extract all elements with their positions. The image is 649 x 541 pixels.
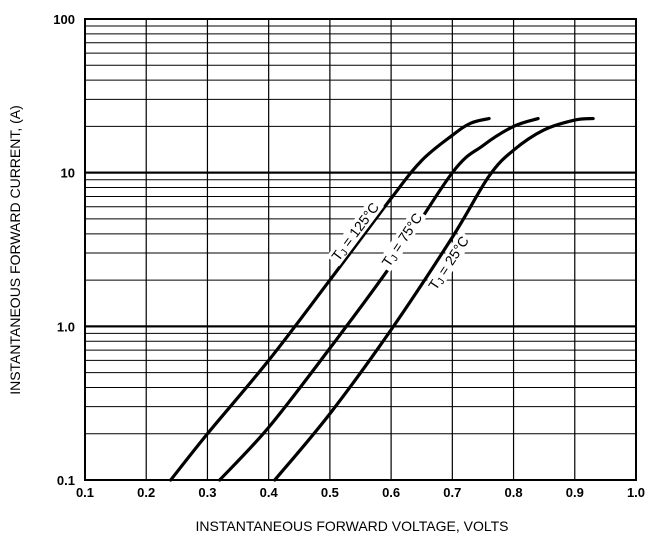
x-tick-label: 0.2 <box>137 485 155 500</box>
minor-gridlines <box>84 19 637 480</box>
series-curve-3 <box>273 116 595 482</box>
y-tick-label: 100 <box>53 12 75 27</box>
label-subscript: J <box>436 276 448 286</box>
x-tick-label: 0.3 <box>198 485 216 500</box>
series-labels: TJ = 125°CTJ = 75°CTJ = 25°C <box>326 196 474 296</box>
series-label-background <box>376 207 428 273</box>
x-tick-label: 0.1 <box>76 485 94 500</box>
x-tick-label: 0.8 <box>505 485 523 500</box>
series-label-background <box>326 196 384 267</box>
y-tick-labels: 0.1 1.0 10 100 <box>53 12 75 488</box>
series-label-background <box>423 230 474 296</box>
label-subscript: J <box>339 248 351 259</box>
x-axis-title: INSTANTANEOUS FORWARD VOLTAGE, VOLTS <box>196 518 509 534</box>
x-tick-label: 0.6 <box>382 485 400 500</box>
series-label-text: TJ = 125°C <box>328 199 384 265</box>
y-axis-title: INSTANTANEOUS FORWARD CURRENT, (A) <box>7 105 23 395</box>
label-suffix: = 125°C <box>336 199 382 253</box>
series-label-2: TJ = 75°C <box>376 207 428 273</box>
x-tick-labels: 0.1 0.2 0.3 0.4 0.5 0.6 0.7 0.8 0.9 1.0 <box>76 485 645 500</box>
x-tick-label: 0.5 <box>321 485 339 500</box>
x-tick-label: 0.4 <box>260 485 279 500</box>
x-tick-label: 0.9 <box>566 485 584 500</box>
y-tick-label: 0.1 <box>57 473 75 488</box>
y-tick-label: 10 <box>61 166 75 181</box>
y-tick-label: 1.0 <box>57 319 75 334</box>
plot-frame <box>84 18 637 481</box>
series-curve-1 <box>169 116 491 482</box>
x-tick-label: 1.0 <box>627 485 645 500</box>
label-subscript: J <box>389 253 401 263</box>
x-tick-label: 0.7 <box>443 485 461 500</box>
series-label-1: TJ = 125°C <box>326 196 384 267</box>
major-gridlines <box>85 18 636 481</box>
